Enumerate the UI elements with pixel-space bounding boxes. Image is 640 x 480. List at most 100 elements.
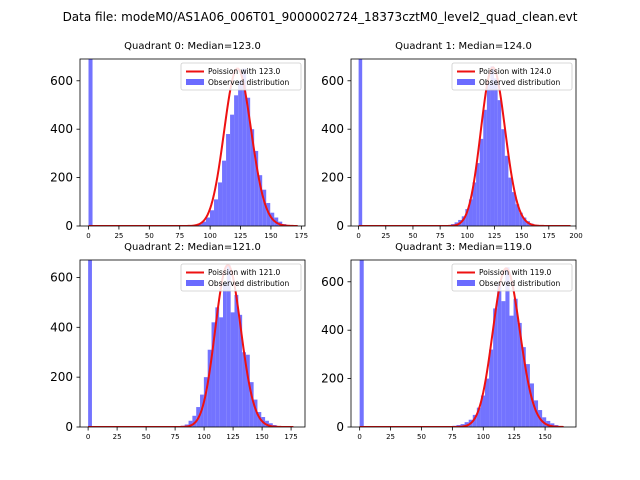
histogram-bar [226,264,231,427]
histogram-bar [203,377,208,427]
axes-frame [79,259,306,428]
x-tick-label: 125 [226,433,239,441]
y-tick-label: 400 [321,122,344,136]
legend-bar-swatch [457,280,475,286]
histogram-bar [226,134,231,226]
legend-box [451,263,573,292]
histogram-bar [494,78,498,226]
x-tick-label: 50 [408,232,417,240]
histogram-bar [480,395,486,427]
y-tick-label: 200 [50,370,73,384]
histogram-bar [515,204,520,226]
x-tick-label: 175 [542,232,555,240]
x-tick-label: 75 [436,232,445,240]
histogram-bar [238,80,243,226]
x-tick-label: 175 [284,433,297,441]
x-tick-label: 125 [234,232,247,240]
y-tick-label: 600 [50,270,73,284]
legend-entry-observed: Observed distribution [479,78,560,87]
histogram-bar [489,349,494,427]
legend-entry-observed: Observed distribution [208,279,289,288]
histogram-bar [253,399,258,427]
histogram-bar [497,100,502,226]
histogram-bar [529,383,534,427]
quadrant-panel-0: 0 25 50 75 100 125 150 175 0 200 400 600 Quadrant 0:… [50,41,308,240]
y-tick-label: 200 [321,372,344,386]
legend-entry-poisson: Poission with 121.0 [208,268,281,277]
y-tick-label: 200 [50,171,73,185]
y-tick-label: 600 [321,74,344,88]
x-tick-label: 100 [477,433,490,441]
x-tick-label: 125 [507,433,520,441]
histogram-bar [525,364,530,427]
histogram-bar [472,414,477,427]
legend-entry-poisson: Poission with 124.0 [479,67,552,76]
y-tick-label: 0 [336,420,344,434]
quadrant-panel-1: 0 25 50 75 100 125 150 175 200 0 200 400 600 Quadrant… [321,41,583,240]
histogram-bar [234,294,239,427]
x-tick-label: 25 [381,232,390,240]
legend-entry-poisson: Poission with 123.0 [208,67,281,76]
x-tick-label: 200 [569,232,582,240]
legend-box [451,62,573,91]
histogram-bar [262,189,267,226]
x-tick-label: 0 [356,232,360,240]
histogram-bar [230,114,235,226]
histogram-bar [242,352,246,427]
histogram-bar [493,308,498,427]
axes-frame [79,58,306,227]
x-tick-label: 100 [203,232,216,240]
histogram-bar [207,349,212,427]
x-tick-label: 125 [488,232,501,240]
x-tick-label: 25 [386,433,395,441]
histogram-bar [461,216,466,226]
x-tick-label: 25 [113,433,122,441]
histogram-bar [501,301,506,427]
histogram-bar [88,59,93,226]
histogram-bar [550,423,555,427]
histogram-bar [249,382,254,427]
histogram-bar [509,315,514,427]
histogram-bar [188,420,193,427]
x-tick-label: 100 [461,232,474,240]
histogram-bar [508,177,512,226]
plot-area-0 [88,59,298,226]
x-tick-label: 150 [538,433,551,441]
y-tick-label: 400 [50,320,73,334]
histogram-bar [533,400,539,427]
subplot-title: Quadrant 0: Median=123.0 [124,41,261,52]
histogram-bar [358,59,363,226]
poisson-curve [88,263,294,427]
subplot-title: Quadrant 3: Median=119.0 [395,242,532,253]
plot-area-2 [88,260,294,427]
histogram-bar [465,209,469,226]
axes-frame [350,259,577,428]
y-tick-label: 600 [50,74,73,88]
axes-frame [350,58,577,227]
subplot-title: Quadrant 2: Median=121.0 [124,242,261,253]
histogram-bar [511,192,516,226]
x-tick-label: 50 [142,433,151,441]
histogram-bar [513,298,518,427]
histogram-bar [258,175,263,226]
x-tick-label: 75 [448,433,457,441]
subplot-grid: 0 25 50 75 100 125 150 175 0 200 400 600 Quadrant 0:… [50,41,583,441]
histogram-bar [497,284,502,427]
histogram-bar [521,347,526,427]
histogram-bar [246,97,251,226]
y-tick-label: 400 [50,122,73,136]
legend-entry-poisson: Poission with 119.0 [479,268,552,277]
histogram-bar [254,150,259,226]
histogram-bar [201,221,206,226]
histogram-bar [210,210,215,226]
histogram-bar [486,83,491,226]
x-tick-label: 0 [86,232,90,240]
histogram-bar [472,182,477,226]
x-tick-label: 75 [171,433,180,441]
histogram-bar [192,415,197,427]
x-tick-label: 0 [357,433,361,441]
histogram-bar [468,199,473,226]
y-tick-label: 400 [321,323,344,337]
histogram-bar [214,199,219,226]
legend-bar-swatch [186,79,204,85]
